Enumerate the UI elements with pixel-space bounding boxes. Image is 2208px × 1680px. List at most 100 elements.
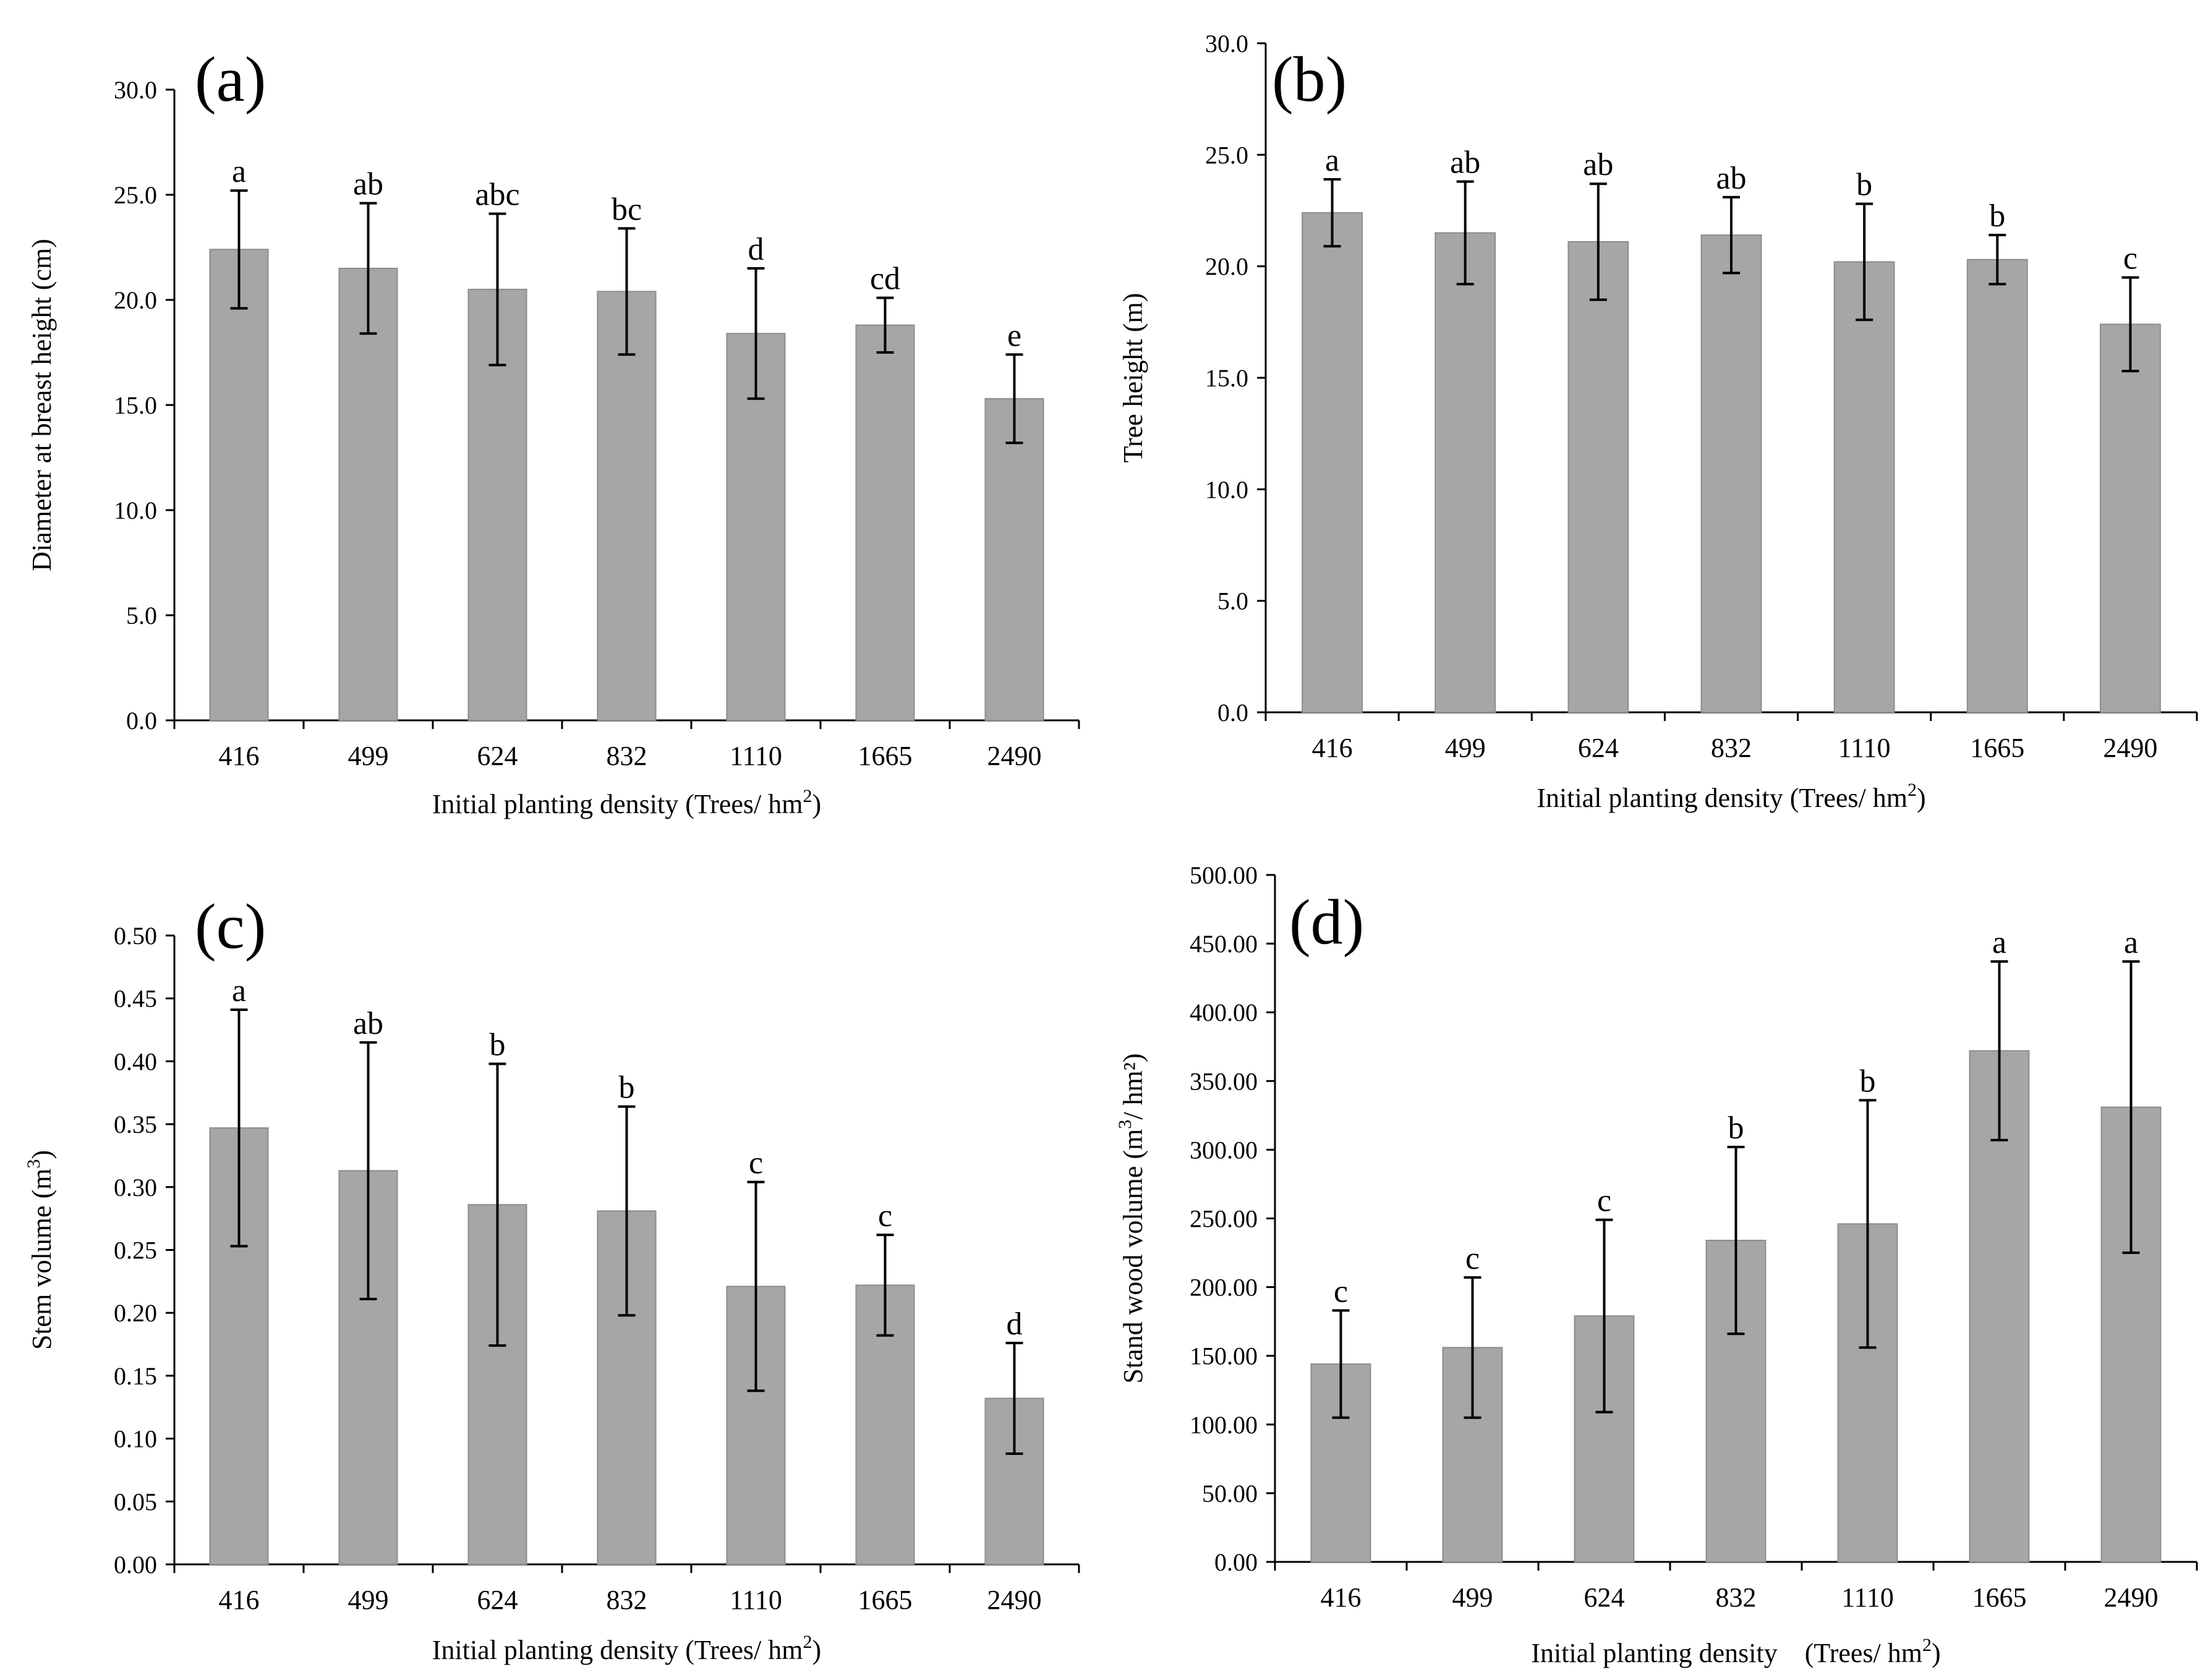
significance-label: ab (1450, 145, 1480, 181)
x-tick-label: 1110 (1838, 733, 1891, 763)
significance-label: c (1465, 1241, 1480, 1276)
y-tick-label: 0.15 (114, 1362, 157, 1390)
bar (855, 324, 915, 721)
significance-label: b (1856, 168, 1872, 203)
x-axis-title: Initial planting density (Trees/ hm2) (432, 1632, 821, 1665)
x-tick-label: 2490 (2103, 733, 2157, 763)
y-tick-label: 10.0 (114, 497, 157, 524)
y-tick-label: 15.0 (1205, 364, 1248, 392)
y-tick-label: 0.50 (114, 922, 157, 950)
panel-label: (b) (1272, 44, 1347, 115)
y-axis-title-text: Stand wood volume (m (1118, 1129, 1148, 1384)
x-tick-label: 499 (348, 741, 389, 771)
x-tick-label: 499 (1445, 733, 1486, 763)
significance-label: ab (353, 1006, 383, 1041)
bar (1966, 258, 2028, 713)
significance-label: abc (475, 177, 519, 213)
significance-label: c (2123, 241, 2138, 276)
x-tick-label: 624 (477, 741, 518, 771)
significance-label: a (232, 973, 246, 1008)
y-tick-label: 200.00 (1190, 1274, 1258, 1302)
x-axis-title-sup: 2 (1907, 780, 1917, 800)
x-tick-label: 1110 (730, 741, 782, 771)
bar (1302, 212, 1363, 713)
panel-label: (a) (195, 44, 266, 115)
y-axis-title-sup: 3 (1115, 1120, 1135, 1129)
x-tick-label: 416 (1321, 1582, 1362, 1613)
y-tick-label: 0.05 (114, 1488, 157, 1516)
y-tick-label: 5.0 (126, 602, 157, 629)
significance-label: b (1860, 1064, 1876, 1099)
x-tick-label: 1110 (730, 1585, 782, 1615)
significance-label: b (1728, 1111, 1744, 1146)
y-tick-label: 50.00 (1202, 1480, 1258, 1507)
x-axis-title-text: Initial planting density (Trees/ hm (1537, 783, 1907, 813)
significance-label: b (490, 1027, 506, 1062)
x-tick-label: 1665 (1972, 1582, 2027, 1613)
y-axis-title: Stand wood volume (m3/ hm²) (1115, 1053, 1148, 1383)
significance-label: a (2124, 925, 2138, 960)
x-axis-title-text: Initial planting density (Trees/ hm (1531, 1638, 1922, 1668)
y-tick-label: 10.0 (1205, 475, 1248, 503)
bar (1700, 234, 1762, 713)
panel-label: (d) (1289, 887, 1364, 958)
y-tick-label: 0.0 (1217, 699, 1248, 727)
panel-a: 0.0 5.0 10.0 15.0 20.0 25.0 30.0 a 416 ab 499 abc 62… (0, 0, 1104, 840)
x-axis-title-sup: 2 (803, 1632, 812, 1652)
y-tick-label: 500.00 (1190, 861, 1258, 889)
x-axis-title-sup: 2 (803, 786, 812, 806)
y-tick-label: 0.40 (114, 1047, 157, 1075)
y-tick-label: 0.25 (114, 1237, 157, 1264)
y-tick-label: 25.0 (1205, 141, 1248, 169)
y-tick-label: 150.00 (1190, 1342, 1258, 1370)
bar (1434, 232, 1496, 714)
y-tick-label: 25.0 (114, 181, 157, 209)
x-tick-label: 416 (1312, 733, 1353, 763)
y-tick-label: 30.0 (1205, 30, 1248, 58)
x-tick-label: 832 (1711, 733, 1752, 763)
significance-label: e (1007, 318, 1021, 353)
x-axis-title-text: Initial planting density (Trees/ hm (432, 1635, 803, 1665)
x-tick-label: 1665 (1970, 733, 2024, 763)
x-tick-label: 832 (607, 1585, 647, 1615)
chart-d: 0.00 50.00 100.00 150.00 200.00 250.00 300.00 3… (1115, 861, 2198, 1668)
chart-b: 0.0 5.0 10.0 15.0 20.0 25.0 30.0 a 416 ab 499 ab 624… (1118, 30, 2198, 813)
y-axis-title-text: Diameter at breast height (cm) (27, 239, 57, 571)
significance-label: c (1334, 1274, 1348, 1309)
y-tick-label: 5.0 (1217, 587, 1248, 615)
significance-label: d (1007, 1307, 1023, 1342)
significance-label: b (1989, 198, 2005, 234)
significance-label: a (1325, 143, 1339, 178)
x-tick-label: 1110 (1841, 1582, 1894, 1613)
significance-label: d (748, 232, 764, 267)
panel-c: 0.00 0.05 0.10 0.15 0.20 0.25 0.30 0.35 0.40 0.45… (0, 840, 1104, 1680)
bar (338, 268, 398, 721)
y-tick-label: 0.10 (114, 1425, 157, 1453)
y-tick-label: 30.0 (114, 76, 157, 104)
y-tick-label: 0.00 (114, 1551, 157, 1579)
x-axis-title-tail: ) (1917, 783, 1926, 813)
x-axis-title: Initial planting density (Trees/ hm2) (432, 786, 821, 819)
significance-label: a (1992, 925, 2006, 960)
x-tick-label: 832 (607, 741, 647, 771)
x-tick-label: 624 (1584, 1582, 1625, 1613)
x-tick-label: 624 (1578, 733, 1619, 763)
bar (1567, 241, 1629, 713)
x-tick-label: 832 (1716, 1582, 1757, 1613)
significance-label: bc (612, 192, 642, 227)
x-tick-label: 416 (219, 1585, 260, 1615)
x-axis-title-sup: 2 (1922, 1635, 1932, 1655)
significance-label: ab (1716, 161, 1746, 196)
bar (209, 249, 269, 721)
y-axis-title: Diameter at breast height (cm) (27, 239, 57, 571)
x-tick-label: 499 (1452, 1582, 1493, 1613)
x-axis-title-text: Initial planting density (Trees/ hm (432, 789, 803, 819)
y-axis-title: Tree height (m) (1118, 293, 1148, 463)
bar (597, 291, 657, 721)
y-axis-title-text: Stem volume (m (27, 1169, 57, 1350)
significance-label: c (749, 1146, 763, 1181)
y-tick-label: 350.00 (1190, 1067, 1258, 1095)
y-tick-label: 250.00 (1190, 1205, 1258, 1233)
x-axis-title-tail: ) (1932, 1638, 1941, 1668)
panel-b: 0.0 5.0 10.0 15.0 20.0 25.0 30.0 a 416 ab 499 ab 624… (1104, 0, 2208, 840)
